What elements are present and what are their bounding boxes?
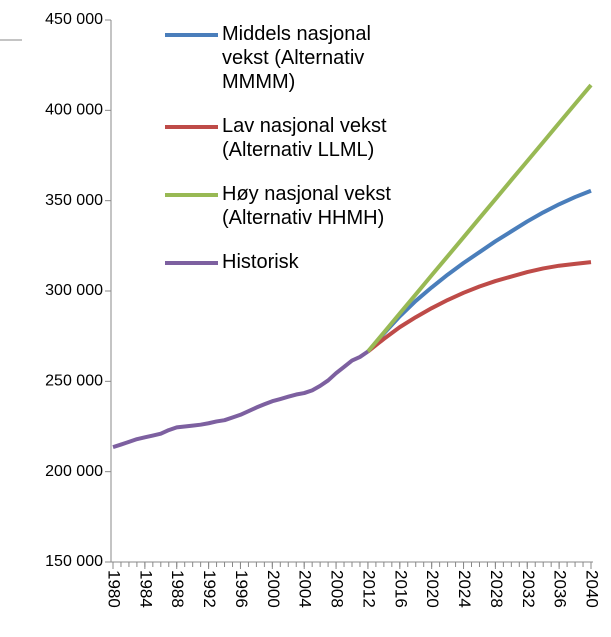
x-tick-label: 2028: [487, 570, 506, 608]
legend-item: Høy nasjonal vekst (Alternativ HHMH): [165, 182, 405, 230]
series-line: [366, 83, 593, 353]
x-tick-label: 2004: [296, 570, 315, 608]
x-tick-label: 2036: [551, 570, 570, 608]
y-tick-label: 150 000: [45, 553, 103, 570]
x-tick-label: 2016: [391, 570, 410, 608]
x-tick-label: 2020: [423, 570, 442, 608]
x-tick-label: 1996: [232, 570, 251, 608]
x-tick-label: 2000: [264, 570, 283, 608]
x-tick-label: 2040: [583, 570, 602, 608]
y-tick-label: 200 000: [45, 463, 103, 480]
y-tick-label: 250 000: [45, 373, 103, 390]
legend-label: Lav nasjonal vekst (Alternativ LLML): [222, 115, 387, 161]
series-line: [366, 260, 592, 354]
legend-item: Historisk: [165, 250, 405, 274]
y-tick-label: 300 000: [45, 282, 103, 299]
x-tick-label: 1992: [200, 570, 219, 608]
legend-swatch: [165, 193, 218, 197]
x-tick-label: 2012: [359, 570, 378, 608]
legend-label: Høy nasjonal vekst (Alternativ HHMH): [222, 183, 391, 229]
x-tick-label: 1984: [136, 570, 155, 608]
x-tick-label: 2032: [519, 570, 538, 608]
series-line: [112, 349, 370, 450]
series-line: [366, 188, 592, 353]
legend-swatch: [165, 33, 218, 37]
legend-swatch: [165, 261, 218, 265]
legend-swatch: [165, 125, 218, 129]
x-tick-label: 2008: [328, 570, 347, 608]
legend-label: Middels nasjonal vekst (Alternativ MMMM): [222, 23, 371, 93]
legend-item: Lav nasjonal vekst (Alternativ LLML): [165, 114, 405, 162]
x-tick-label: 2024: [455, 570, 474, 608]
legend-label: Historisk: [222, 251, 299, 273]
x-tick-label: 1980: [105, 570, 124, 608]
x-tick-label: 1988: [168, 570, 187, 608]
y-tick-label: 400 000: [45, 102, 103, 119]
y-tick-label: 450 000: [45, 11, 103, 28]
legend-item: Middels nasjonal vekst (Alternativ MMMM): [165, 22, 405, 94]
y-tick-label: 350 000: [45, 192, 103, 209]
legend: Middels nasjonal vekst (Alternativ MMMM)…: [165, 22, 405, 294]
